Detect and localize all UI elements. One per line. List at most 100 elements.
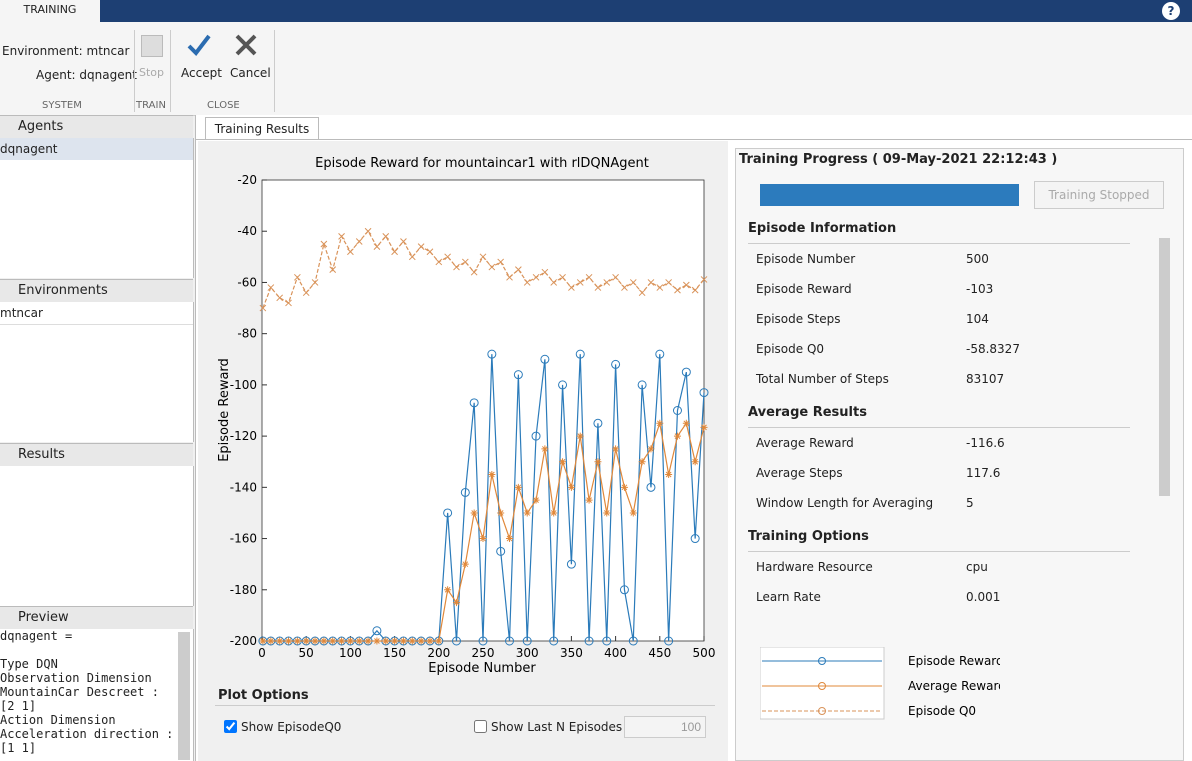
point [391,248,398,256]
agent-label: Agent: dqnagent [36,68,137,82]
session-tab[interactable]: TRAINING SESSION [0,0,100,36]
last-n-input[interactable] [624,716,706,738]
cancel-button[interactable]: Cancel [230,66,271,80]
point [391,637,399,645]
point [638,289,646,297]
pane-title: Environments [18,283,108,298]
point [276,637,284,645]
y-tick-label: -200 [230,634,257,648]
accept-button[interactable]: Accept [181,66,222,80]
point [311,279,319,286]
point [338,637,346,645]
point [523,509,531,517]
point [532,496,540,504]
point [558,380,568,390]
info-row: Hardware Resource cpu [756,552,1156,582]
info-label: Total Number of Steps [756,372,889,386]
section-label: CLOSE [207,100,240,111]
point [611,359,621,369]
section-label: TRAIN [136,100,166,111]
point [514,483,522,491]
point [541,268,549,276]
x-tick-label: 50 [299,646,314,660]
info-value: 104 [966,312,989,326]
info-value: 117.6 [966,466,1001,480]
point [646,482,656,492]
list-item[interactable]: mtncar [0,302,193,325]
divider [215,705,715,706]
pane-header[interactable]: Agents [0,115,193,139]
point [311,637,319,645]
y-tick-label: -80 [237,327,257,341]
list-item[interactable]: dqnagent [0,138,193,160]
point [513,370,523,380]
help-button[interactable]: ? [1162,2,1180,20]
point [700,276,708,283]
point [682,419,690,427]
point [338,232,345,240]
point [674,286,681,294]
point [629,279,637,286]
pane-header[interactable]: Preview [0,606,193,630]
point [444,253,451,261]
point [461,258,469,266]
last-n-option: Show Last N Episodes [474,720,622,734]
point [320,637,328,645]
info-value: -103 [966,282,994,296]
point [585,273,593,281]
point [612,273,619,281]
pane-header[interactable]: Results [0,443,193,467]
status-button[interactable]: Training Stopped [1034,181,1164,209]
point [672,406,682,415]
legend-label: Episode Q0 [908,704,976,718]
point [619,585,629,595]
point [497,509,505,517]
point [637,380,647,390]
scrollbar[interactable] [1159,238,1170,496]
y-tick-label: -60 [237,275,257,289]
value: mtncar [86,44,130,58]
point [267,284,275,291]
point [408,637,416,645]
point [584,636,594,646]
point [665,471,673,479]
x-tick-label: 150 [383,646,406,660]
checkbox[interactable] [474,720,487,733]
progress-panel: Training Progress ( 09-May-2021 22:12:43… [735,148,1184,761]
separator [274,30,275,112]
point [576,279,584,286]
point [426,248,434,256]
checkbox[interactable] [224,720,237,733]
point [488,471,496,479]
legend-label: Episode Reward [908,654,1000,668]
point [451,636,461,646]
stop-icon [141,35,163,57]
results-tab[interactable]: Training Results [205,117,319,140]
point [478,636,488,646]
point [417,243,425,250]
point [541,445,549,453]
point [575,349,585,359]
pane-header[interactable]: Environments [0,279,193,303]
point [259,304,267,312]
q0-option: Show EpisodeQ0 [224,720,341,734]
point [470,509,478,517]
point [593,418,603,428]
point [690,534,700,544]
point [523,279,531,286]
results-list [0,466,194,606]
environments-list: mtncar [0,302,194,442]
point [372,626,382,636]
x-axis-label: Episode Number [428,661,536,676]
point [576,432,584,440]
scrollbar[interactable] [178,632,190,760]
info-row: Total Number of Steps 83107 [756,364,1156,394]
top-bar [0,0,1192,22]
info-row: Episode Q0 -58.8327 [756,334,1156,364]
stop-button[interactable]: Stop [139,66,165,79]
point [259,637,267,645]
point [364,227,372,235]
point [515,266,522,273]
point [302,289,310,297]
